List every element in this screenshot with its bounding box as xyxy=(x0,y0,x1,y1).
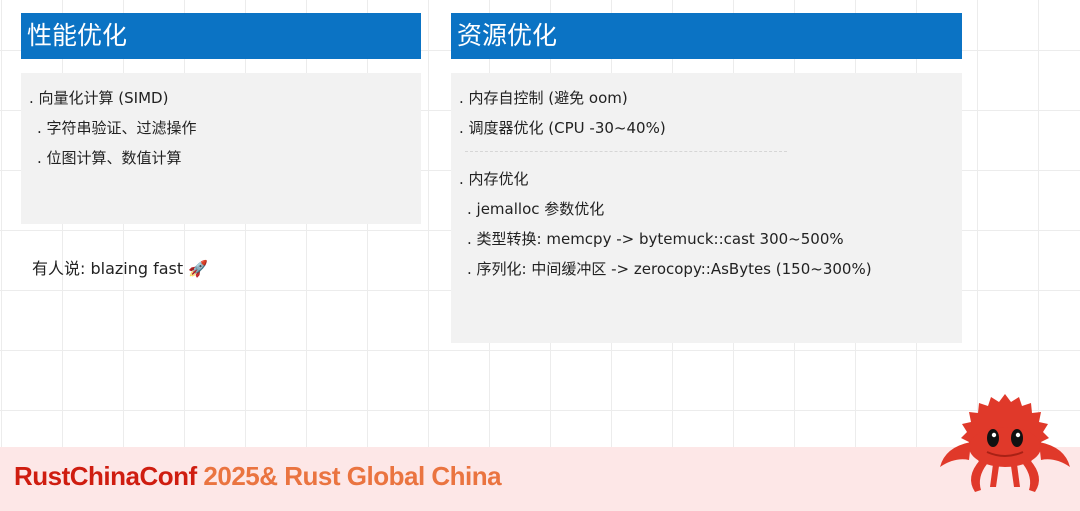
list-item: . 序列化: 中间缓冲区 -> zerocopy::AsBytes (150~3… xyxy=(467,260,872,278)
list-item: . jemalloc 参数优化 xyxy=(467,200,605,218)
list-item: . 调度器优化 (CPU -30~40%) xyxy=(459,119,666,137)
list-item: . 内存自控制 (避免 oom) xyxy=(459,89,628,107)
list-item: . 内存优化 xyxy=(459,170,529,188)
note-text: 有人说: blazing fast 🚀 xyxy=(32,259,209,278)
left-section-title: 性能优化 xyxy=(21,13,421,59)
list-item: . 字符串验证、过滤操作 xyxy=(37,119,197,137)
footer-banner xyxy=(0,447,1080,511)
list-item: . 位图计算、数值计算 xyxy=(37,149,182,167)
conference-title: RustChinaConf 2025& Rust Global China xyxy=(14,461,502,492)
left-content-box: . 向量化计算 (SIMD) . 字符串验证、过滤操作 . 位图计算、数值计算 xyxy=(21,73,421,224)
right-content-box: . 内存自控制 (避免 oom) . 调度器优化 (CPU -30~40%) .… xyxy=(451,73,962,343)
ferris-crab-logo xyxy=(940,394,1070,492)
right-section-title: 资源优化 xyxy=(451,13,962,59)
list-item: . 向量化计算 (SIMD) xyxy=(29,89,169,107)
conference-name: RustChinaConf xyxy=(14,461,197,491)
list-item: . 类型转换: memcpy -> bytemuck::cast 300~500… xyxy=(467,230,844,248)
conference-subtitle: 2025& Rust Global China xyxy=(196,461,502,491)
dashed-divider xyxy=(465,151,787,152)
